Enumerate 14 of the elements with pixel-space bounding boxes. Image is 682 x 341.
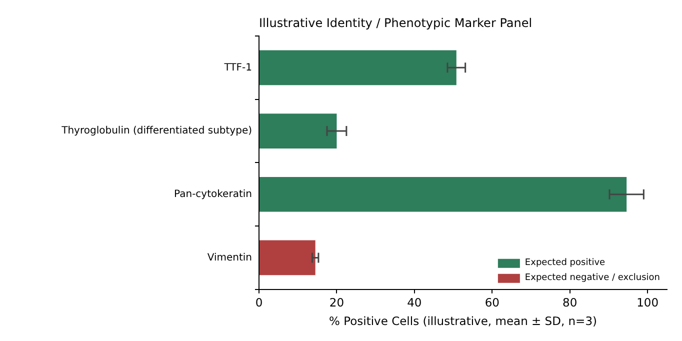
x-axis-title: % Positive Cells (illustrative, mean ± SD, n=3) — [329, 314, 597, 328]
x-tick-label: 80 — [562, 295, 578, 310]
legend-label: Expected negative / exclusion — [524, 273, 660, 284]
x-tick-label: 20 — [329, 295, 344, 310]
y-tick-label: TTF-1 — [223, 62, 252, 74]
y-tick-label: Pan-cytokeratin — [174, 188, 252, 200]
x-tick-label: 0 — [255, 295, 263, 310]
y-tick-label: Vimentin — [207, 252, 252, 264]
x-tick-label: 100 — [636, 295, 659, 310]
x-tick-label: 40 — [407, 295, 422, 310]
chart-title: Illustrative Identity / Phenotypic Marker Panel — [259, 16, 532, 30]
x-tick-label: 60 — [484, 295, 500, 310]
legend-label: Expected positive — [524, 258, 606, 268]
y-tick-label: Thyroglobulin (differentiated subtype) — [60, 126, 252, 137]
